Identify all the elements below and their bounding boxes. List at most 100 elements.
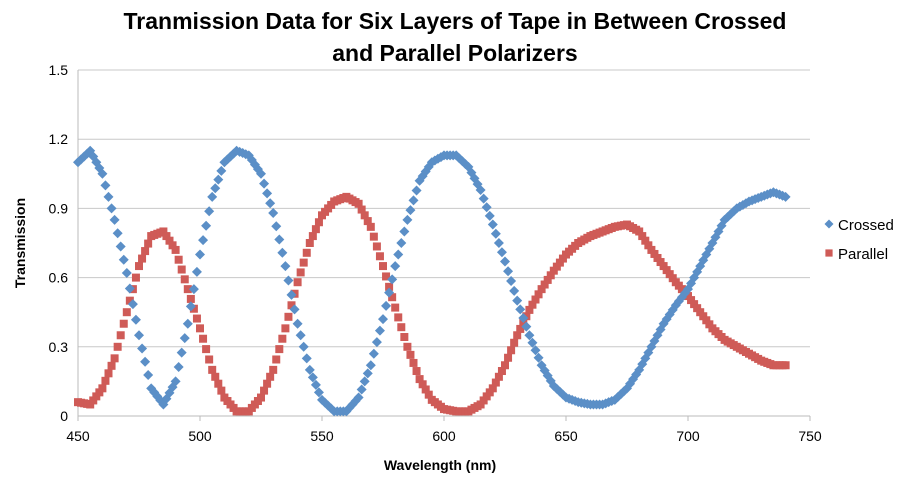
crossed-point bbox=[277, 247, 288, 258]
x-tick-label: 750 bbox=[798, 428, 822, 444]
crossed-point bbox=[478, 193, 489, 204]
y-tick-label: 0 bbox=[60, 408, 68, 424]
parallel-point bbox=[540, 280, 549, 289]
crossed-point bbox=[493, 238, 504, 248]
crossed-point bbox=[698, 255, 709, 266]
crossed-point bbox=[207, 191, 218, 202]
parallel-point bbox=[494, 372, 503, 381]
parallel-point bbox=[665, 270, 674, 279]
crossed-point bbox=[408, 195, 419, 206]
parallel-point bbox=[144, 239, 153, 248]
parallel-point bbox=[644, 241, 653, 250]
parallel-point bbox=[531, 295, 540, 304]
crossed-point bbox=[271, 221, 282, 232]
crossed-point bbox=[304, 364, 315, 375]
parallel-point bbox=[131, 273, 140, 282]
parallel-point bbox=[159, 227, 168, 236]
parallel-point bbox=[424, 390, 433, 399]
crossed-point bbox=[527, 337, 538, 348]
crossed-point bbox=[530, 345, 541, 356]
x-tick-label: 700 bbox=[676, 428, 700, 444]
x-tick-label: 550 bbox=[310, 428, 334, 444]
parallel-point bbox=[122, 308, 131, 317]
parallel-point bbox=[699, 312, 708, 321]
parallel-point bbox=[485, 388, 494, 397]
parallel-point bbox=[98, 384, 107, 393]
crossed-point bbox=[301, 353, 312, 364]
parallel-point bbox=[543, 275, 552, 284]
parallel-point bbox=[385, 282, 394, 291]
parallel-point bbox=[647, 245, 656, 254]
parallel-point bbox=[552, 262, 561, 271]
parallel-point bbox=[125, 296, 134, 305]
parallel-point bbox=[653, 253, 662, 262]
parallel-point bbox=[89, 396, 98, 405]
parallel-point bbox=[638, 232, 647, 241]
legend-label-crossed: Crossed bbox=[838, 217, 894, 234]
parallel-point bbox=[366, 222, 375, 231]
x-tick-label: 650 bbox=[554, 428, 578, 444]
parallel-point bbox=[555, 258, 564, 267]
parallel-point bbox=[482, 392, 491, 401]
crossed-point bbox=[368, 348, 379, 359]
crossed-point bbox=[359, 376, 370, 387]
crossed-point bbox=[481, 202, 492, 213]
parallel-point bbox=[214, 379, 223, 388]
parallel-point bbox=[116, 331, 125, 340]
parallel-point bbox=[138, 254, 147, 263]
parallel-point bbox=[693, 304, 702, 313]
crossed-point bbox=[310, 379, 321, 390]
crossed-point bbox=[292, 318, 303, 329]
parallel-point bbox=[211, 372, 220, 381]
crossed-point bbox=[411, 185, 422, 196]
parallel-point bbox=[705, 320, 714, 329]
parallel-point bbox=[406, 350, 415, 359]
parallel-point bbox=[314, 218, 323, 227]
crossed-point bbox=[213, 174, 224, 185]
parallel-point bbox=[180, 275, 189, 284]
parallel-point bbox=[397, 323, 406, 332]
parallel-point bbox=[504, 353, 513, 362]
parallel-point bbox=[656, 258, 665, 267]
crossed-point bbox=[127, 299, 138, 310]
crossed-point bbox=[201, 220, 212, 231]
crossed-point bbox=[399, 226, 410, 237]
parallel-point bbox=[311, 225, 320, 234]
parallel-point bbox=[501, 361, 509, 370]
parallel-point bbox=[549, 266, 558, 275]
crossed-point bbox=[390, 261, 401, 272]
parallel-point bbox=[189, 304, 198, 313]
parallel-point bbox=[379, 262, 387, 271]
crossed-point bbox=[280, 261, 291, 272]
crossed-point bbox=[356, 384, 367, 395]
parallel-point bbox=[263, 379, 272, 388]
crossed-point bbox=[140, 356, 151, 367]
crossed-point bbox=[170, 376, 181, 387]
crossed-point bbox=[286, 289, 297, 300]
crossed-point bbox=[487, 219, 498, 230]
parallel-point bbox=[260, 386, 269, 395]
parallel-point bbox=[507, 346, 516, 355]
parallel-point bbox=[662, 266, 671, 275]
x-tick-label: 600 bbox=[432, 428, 456, 444]
crossed-point bbox=[262, 188, 273, 199]
crossed-point bbox=[210, 183, 221, 194]
crossed-point bbox=[378, 314, 388, 325]
crossed-point bbox=[112, 228, 123, 239]
parallel-point bbox=[205, 355, 214, 364]
legend-label-parallel: Parallel bbox=[838, 246, 888, 263]
crossed-point bbox=[289, 304, 300, 315]
crossed-point bbox=[307, 372, 318, 383]
parallel-point bbox=[409, 358, 418, 367]
crossed-point bbox=[204, 206, 215, 217]
y-tick-label: 0.6 bbox=[49, 270, 69, 286]
parallel-point bbox=[418, 380, 427, 389]
parallel-point bbox=[284, 312, 293, 321]
crossed-point bbox=[198, 235, 209, 246]
parallel-point bbox=[272, 355, 281, 364]
parallel-point bbox=[217, 386, 226, 395]
parallel-point bbox=[363, 217, 372, 226]
crossed-point bbox=[137, 343, 148, 354]
